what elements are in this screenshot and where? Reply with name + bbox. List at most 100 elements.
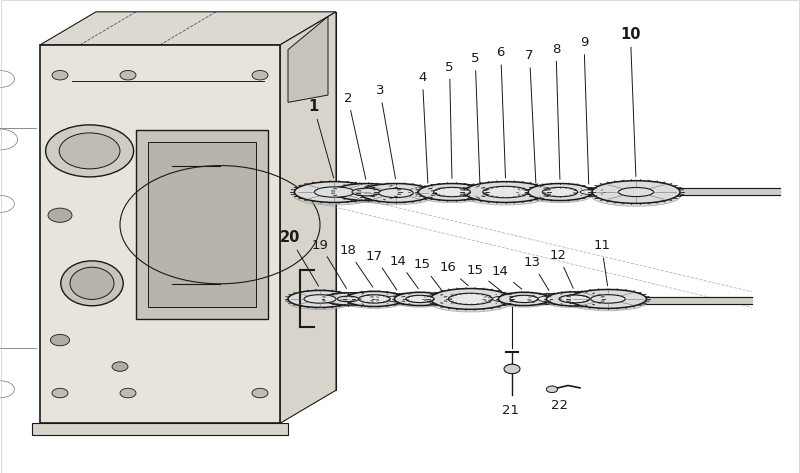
Text: 5: 5 (446, 61, 454, 178)
Text: 11: 11 (593, 239, 610, 286)
Ellipse shape (526, 189, 546, 195)
Ellipse shape (288, 290, 352, 307)
Text: 15: 15 (466, 264, 502, 291)
Ellipse shape (294, 187, 374, 205)
Ellipse shape (418, 184, 486, 201)
Ellipse shape (294, 182, 374, 202)
Ellipse shape (418, 188, 486, 202)
Text: 1: 1 (309, 99, 334, 178)
Circle shape (59, 133, 120, 169)
Ellipse shape (314, 187, 354, 197)
Ellipse shape (70, 267, 114, 299)
Ellipse shape (433, 296, 455, 302)
Ellipse shape (546, 296, 602, 308)
Text: 7: 7 (526, 49, 536, 183)
Text: 13: 13 (523, 256, 549, 290)
Circle shape (120, 388, 136, 398)
Text: 9: 9 (580, 36, 589, 184)
Ellipse shape (430, 289, 510, 309)
Ellipse shape (546, 292, 602, 306)
Text: 20: 20 (279, 230, 318, 286)
Polygon shape (40, 45, 280, 423)
Circle shape (52, 70, 68, 80)
Ellipse shape (530, 294, 571, 304)
Ellipse shape (425, 294, 463, 304)
Ellipse shape (360, 184, 432, 202)
Ellipse shape (538, 296, 563, 302)
Ellipse shape (378, 294, 419, 304)
Ellipse shape (574, 188, 603, 196)
Circle shape (120, 70, 136, 80)
Polygon shape (288, 17, 328, 102)
Circle shape (52, 388, 68, 398)
Ellipse shape (358, 295, 390, 303)
Ellipse shape (346, 291, 403, 307)
Ellipse shape (378, 188, 414, 198)
Ellipse shape (394, 296, 446, 307)
Polygon shape (32, 423, 288, 435)
Circle shape (46, 125, 134, 177)
Circle shape (252, 388, 268, 398)
Text: 18: 18 (339, 244, 373, 287)
Ellipse shape (334, 188, 398, 202)
Ellipse shape (498, 292, 550, 306)
Circle shape (48, 208, 72, 222)
Ellipse shape (580, 190, 598, 194)
Ellipse shape (528, 184, 592, 201)
Ellipse shape (324, 293, 372, 305)
Ellipse shape (464, 187, 547, 205)
Ellipse shape (304, 295, 336, 303)
Ellipse shape (360, 189, 432, 205)
Ellipse shape (592, 181, 680, 203)
Text: 10: 10 (620, 26, 641, 176)
Text: 2: 2 (344, 92, 366, 179)
Text: 17: 17 (366, 250, 397, 290)
Text: 8: 8 (552, 43, 560, 179)
Ellipse shape (485, 294, 523, 304)
Ellipse shape (570, 289, 646, 308)
Circle shape (50, 334, 70, 346)
Ellipse shape (559, 295, 590, 303)
Text: 21: 21 (502, 404, 519, 417)
Circle shape (252, 70, 268, 80)
Circle shape (112, 362, 128, 371)
Ellipse shape (570, 295, 646, 311)
Text: 5: 5 (471, 52, 480, 184)
Text: 4: 4 (418, 71, 428, 183)
Ellipse shape (324, 296, 372, 307)
Ellipse shape (518, 187, 554, 197)
Polygon shape (280, 12, 336, 423)
Ellipse shape (592, 187, 680, 206)
Bar (136, 130, 268, 319)
Ellipse shape (338, 296, 358, 302)
Ellipse shape (464, 188, 496, 196)
Ellipse shape (434, 187, 470, 197)
Text: 6: 6 (497, 46, 506, 178)
Circle shape (504, 364, 520, 374)
Ellipse shape (418, 189, 438, 195)
Ellipse shape (590, 295, 626, 303)
Ellipse shape (352, 188, 381, 196)
Ellipse shape (470, 190, 490, 194)
Text: 14: 14 (390, 254, 418, 289)
Circle shape (546, 386, 558, 393)
Ellipse shape (288, 295, 352, 309)
Ellipse shape (618, 187, 654, 197)
Polygon shape (96, 12, 336, 390)
Text: 14: 14 (491, 265, 522, 289)
Ellipse shape (394, 292, 446, 306)
Ellipse shape (346, 296, 403, 308)
Ellipse shape (410, 187, 446, 197)
Ellipse shape (334, 184, 398, 201)
Ellipse shape (528, 188, 592, 202)
Ellipse shape (482, 186, 529, 198)
Ellipse shape (493, 296, 515, 302)
Ellipse shape (542, 187, 578, 197)
Ellipse shape (386, 296, 411, 302)
Ellipse shape (406, 295, 434, 303)
Ellipse shape (464, 182, 547, 202)
Ellipse shape (498, 296, 550, 307)
Bar (148, 142, 256, 307)
Text: 19: 19 (311, 238, 346, 289)
Ellipse shape (430, 294, 510, 312)
